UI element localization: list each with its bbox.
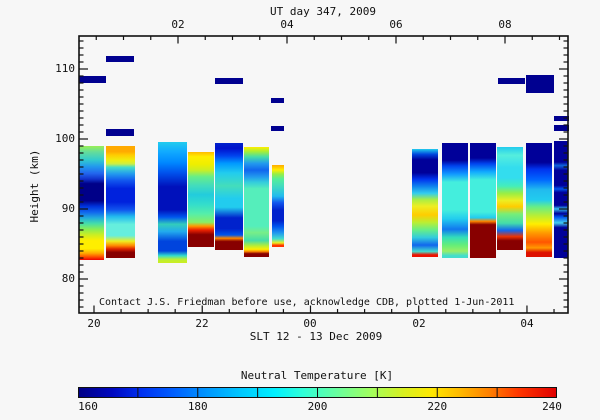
top-axis-tick-label: 04 [280, 18, 294, 31]
y-axis-tick-label: 80 [61, 272, 75, 285]
temperature-profile-column [526, 143, 552, 257]
colorbar [78, 387, 557, 398]
temperature-profile-column [158, 142, 187, 263]
colorbar-title: Neutral Temperature [K] [240, 369, 394, 382]
y-axis-tick-label: 110 [55, 62, 75, 75]
upper-layer-echo-bar [554, 116, 569, 121]
upper-layer-echo-bar [215, 78, 243, 84]
upper-layer-echo-bar [554, 125, 569, 131]
bottom-axis-tick-label: 04 [520, 317, 534, 330]
temperature-profile-column [244, 147, 269, 257]
y-axis-tick-label: 90 [61, 202, 75, 215]
bottom-axis-title: SLT 12 - 13 Dec 2009 [249, 330, 383, 343]
upper-layer-echo-bar [106, 56, 134, 62]
top-axis-tick-label: 02 [171, 18, 185, 31]
bottom-axis-tick-label: 22 [195, 317, 209, 330]
temperature-profile-column [215, 143, 243, 250]
colorbar-tick-label: 180 [187, 400, 208, 413]
upper-layer-echo-bar [498, 78, 525, 84]
colorbar-tick-label: 160 [78, 400, 98, 413]
temperature-profile-column [412, 149, 438, 257]
temperature-profile-column [106, 146, 135, 258]
temperature-profile-column [497, 147, 523, 250]
top-axis-tick-label: 08 [498, 18, 512, 31]
colorbar-tick-label: 200 [307, 400, 328, 413]
temperature-profile-column [79, 146, 104, 260]
upper-layer-echo-bar [79, 76, 106, 83]
usage-annotation: Contact J.S. Friedman before use, acknow… [99, 297, 515, 308]
y-axis-title: Height (km) [28, 86, 42, 286]
temperature-profile-column [442, 143, 468, 258]
top-axis-tick-label: 06 [389, 18, 403, 31]
temperature-profile-column [272, 165, 284, 247]
bottom-axis-tick-label: 02 [412, 317, 426, 330]
top-axis-title: UT day 347, 2009 [270, 5, 376, 18]
colorbar-tick-label: 220 [427, 400, 448, 413]
bottom-axis-tick-label: 00 [303, 317, 317, 330]
y-axis-tick-label: 100 [55, 132, 75, 145]
temperature-profile-column [470, 143, 496, 258]
colorbar-tick-label: 240 [542, 400, 562, 413]
temperature-profile-column [188, 152, 214, 247]
upper-layer-echo-bar [271, 98, 284, 103]
upper-layer-echo-bar [106, 129, 134, 136]
upper-layer-echo-bar [271, 126, 284, 131]
bottom-axis-tick-label: 20 [87, 317, 101, 330]
y-axis-title-text: Height (km) [28, 149, 41, 223]
temperature-profile-column [554, 141, 568, 258]
upper-layer-echo-bar [526, 75, 554, 93]
